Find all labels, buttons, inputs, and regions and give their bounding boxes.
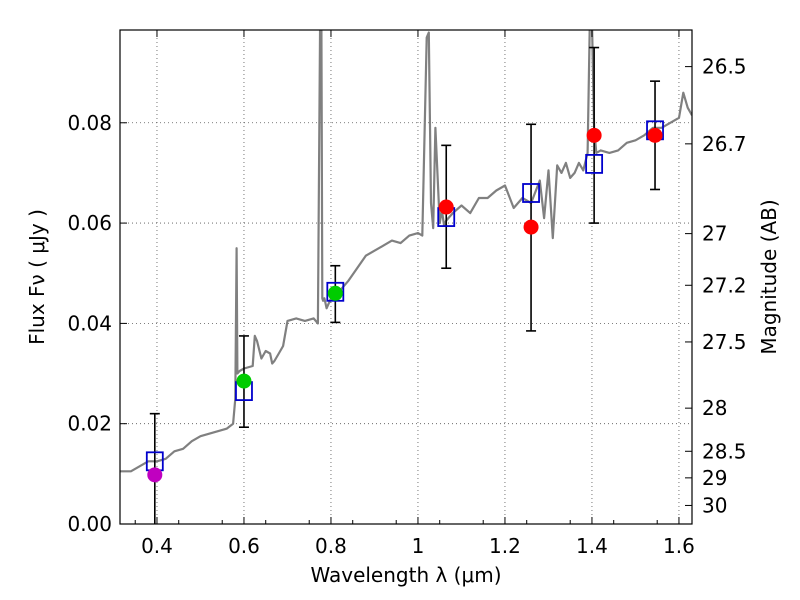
ticks: 0.4 0.6 0.8 1 1.2 1.4 1.6 0.00 0.02 0.04 0.06 0.08 2… <box>67 30 747 558</box>
y2-tick-label: 28.5 <box>702 439 747 463</box>
y2-tick-label: 26.5 <box>702 55 747 79</box>
observed-flux-point <box>523 219 539 235</box>
y2-tick-label: 27.5 <box>702 330 747 354</box>
y-axis-label: Flux Fν ( μJy ) <box>25 209 49 345</box>
y2-tick-label: 27.2 <box>702 273 747 297</box>
spectrum-line <box>120 30 692 473</box>
observed-flux-point <box>647 127 663 143</box>
y2-tick-label: 27 <box>702 222 727 246</box>
x-tick-label: 0.4 <box>141 534 173 558</box>
model-flux-square <box>522 183 540 203</box>
x-tick-label: 1 <box>412 534 425 558</box>
observed-flux-point <box>236 373 252 389</box>
x-tick-label: 1.6 <box>663 534 695 558</box>
observed-flux-point <box>327 285 343 301</box>
x-tick-label: 1.4 <box>576 534 608 558</box>
x-axis-label: Wavelength λ (μm) <box>310 563 501 587</box>
y2-tick-label: 26.7 <box>702 132 747 156</box>
y2-tick-label: 30 <box>702 493 727 517</box>
error-bars <box>149 46 661 524</box>
observed-flux-point <box>586 127 602 143</box>
y2-axis-label: Magnitude (AB) <box>757 199 781 354</box>
y-tick-label: 0.08 <box>67 111 112 135</box>
y-tick-label: 0.06 <box>67 211 112 235</box>
y2-tick-label: 28 <box>702 396 727 420</box>
axes-frame <box>119 29 693 525</box>
observed-flux-point <box>438 199 454 215</box>
y-tick-label: 0.02 <box>67 412 112 436</box>
x-tick-label: 0.6 <box>228 534 260 558</box>
y2-tick-label: 29 <box>702 466 727 490</box>
plot-area <box>120 30 692 473</box>
observed-flux-point <box>147 467 163 483</box>
x-tick-label: 1.2 <box>489 534 521 558</box>
y-tick-label: 0.00 <box>67 512 112 536</box>
x-tick-label: 0.8 <box>315 534 347 558</box>
y-tick-label: 0.04 <box>67 311 112 335</box>
model-flux-square <box>585 154 604 174</box>
markers <box>145 120 664 483</box>
grid <box>120 30 692 524</box>
